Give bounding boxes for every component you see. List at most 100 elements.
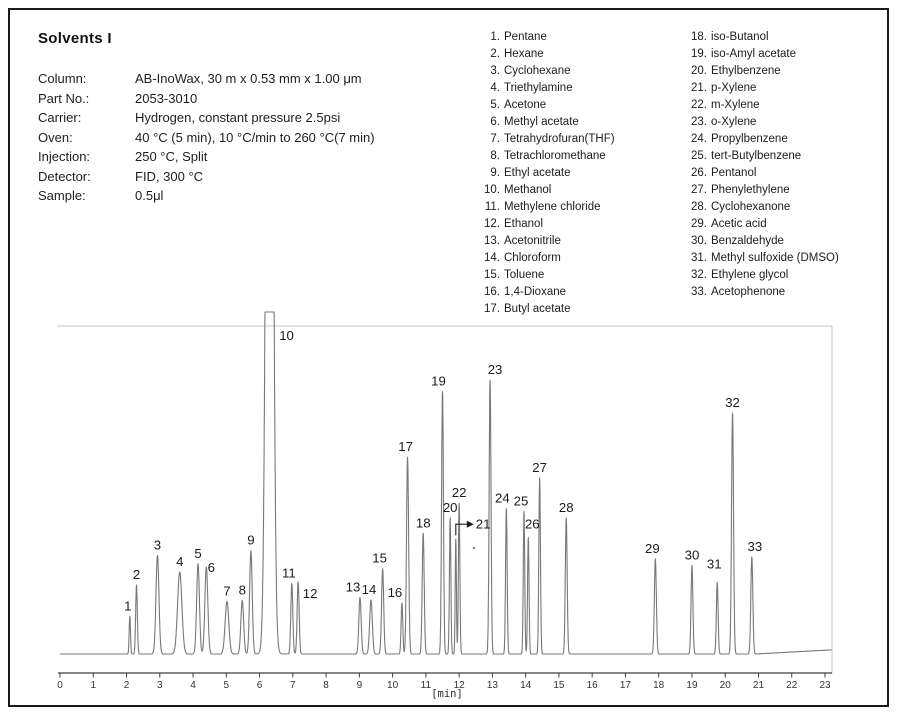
condition-label: Oven: <box>38 129 73 145</box>
peak-number: 23. <box>691 116 707 128</box>
peak-label-23: 23 <box>488 362 503 377</box>
peak-label-30: 30 <box>685 547 700 562</box>
peak-number: 29. <box>691 218 707 230</box>
peak-label-28: 28 <box>559 500 574 515</box>
peak-label-4: 4 <box>176 554 183 569</box>
peak-list-item: 11. Methylene chloride <box>479 199 615 216</box>
condition-row: Part No.: 2053-3010 <box>38 89 375 109</box>
peak-label-11: 11 <box>282 565 296 580</box>
condition-label: Column: <box>38 71 87 86</box>
peak-label-14: 14 <box>362 582 377 597</box>
peak-name: Phenylethylene <box>711 184 790 196</box>
condition-row: Sample: 0.5μl <box>38 186 375 206</box>
peak-number: 8. <box>490 150 500 162</box>
peak-name: Pentanol <box>711 167 757 179</box>
peak-number: 3. <box>490 65 500 77</box>
peak-label-24: 24 <box>495 491 510 506</box>
peak-number: 21. <box>691 82 707 94</box>
peak-list-item: 10. Methanol <box>479 182 615 199</box>
peak-number: 11. <box>484 201 500 213</box>
peak-name: Benzaldehyde <box>711 235 784 247</box>
peak-name: Ethanol <box>504 218 544 230</box>
peak-list-column-2: 18. iso-Butanol 19. iso-Amyl acetate 20.… <box>686 29 839 301</box>
peak-name: Acetic acid <box>711 218 767 230</box>
peak-number: 26. <box>691 167 707 179</box>
peak-list-item: 24. Propylbenzene <box>686 131 839 148</box>
peak-label-arrowhead-21 <box>466 520 474 528</box>
peak-list-item: 28. Cyclohexanone <box>686 199 839 216</box>
peak-name: Tetrahydrofuran(THF) <box>504 133 615 145</box>
condition-value: 250 °C, Split <box>135 149 208 164</box>
peak-list-item: 22. m-Xylene <box>686 97 839 114</box>
analysis-conditions: Column: AB-InoWax, 30 m x 0.53 mm x 1.00… <box>38 69 375 206</box>
peak-name: Chloroform <box>504 252 561 264</box>
peak-list-item: 21. p-Xylene <box>686 80 839 97</box>
condition-row: Column: AB-InoWax, 30 m x 0.53 mm x 1.00… <box>38 69 375 89</box>
peak-list-item: 7. Tetrahydrofuran(THF) <box>479 131 615 148</box>
peak-list-item: 31. Methyl sulfoxide (DMSO) <box>686 250 839 267</box>
peak-number: 17. <box>484 303 500 315</box>
x-axis-tick-label: 12 <box>454 680 466 691</box>
peak-number: 10. <box>484 184 500 196</box>
peak-label-7: 7 <box>223 584 230 599</box>
peak-label-17: 17 <box>398 439 413 454</box>
condition-label: Injection: <box>38 149 91 164</box>
x-axis-tick-label: 0 <box>57 680 63 691</box>
peak-list-item: 14. Chloroform <box>479 250 615 267</box>
peak-name: Methyl acetate <box>504 116 579 128</box>
peak-list-item: 2. Hexane <box>479 46 615 63</box>
peak-label-1: 1 <box>124 598 131 613</box>
peak-list-item: 23. o-Xylene <box>686 114 839 131</box>
peak-label-20: 20 <box>443 500 458 515</box>
x-axis-tick-label: 18 <box>653 680 665 691</box>
peak-number: 6. <box>490 116 500 128</box>
peak-label-27: 27 <box>532 460 547 475</box>
peak-list-item: 6. Methyl acetate <box>479 114 615 131</box>
peak-label-8: 8 <box>239 583 246 598</box>
condition-value: 2053-3010 <box>135 90 198 106</box>
peak-number: 12. <box>484 218 500 230</box>
peak-name: m-Xylene <box>711 99 760 111</box>
peak-number: 5. <box>490 99 500 111</box>
peak-list-item: 1. Pentane <box>479 29 615 46</box>
peak-label-19: 19 <box>431 374 446 389</box>
condition-value: Hydrogen, constant pressure 2.5psi <box>135 110 341 125</box>
x-axis-tick-label: 11 <box>421 680 432 691</box>
x-axis-tick-label: 6 <box>257 680 263 691</box>
x-axis-tick-label: 21 <box>753 680 765 691</box>
chromatogram-trace <box>59 311 833 655</box>
condition-value: FID, 300 °C <box>135 168 204 184</box>
peak-label-31: 31 <box>707 556 722 571</box>
peak-list-item: 19. iso-Amyl acetate <box>686 46 839 63</box>
x-axis-tick-label: 23 <box>819 680 831 691</box>
condition-value: 0.5μl <box>135 188 164 203</box>
peak-name: Ethylene glycol <box>711 269 789 281</box>
peak-label-10: 10 <box>279 328 294 343</box>
peak-number: 33. <box>691 286 707 298</box>
figure-border-frame <box>8 8 889 707</box>
peak-number: 24. <box>691 133 707 145</box>
peak-label-29: 29 <box>645 541 660 556</box>
x-axis-tick-label: 22 <box>786 680 798 691</box>
peak-number: 9. <box>490 167 500 179</box>
peak-name: Ethyl acetate <box>504 167 571 179</box>
figure-title: Solvents I <box>38 30 112 47</box>
peak-number: 2. <box>490 48 500 60</box>
peak-label-2: 2 <box>133 567 140 582</box>
peak-name: tert-Butylbenzene <box>711 150 802 162</box>
peak-list-item: 32. Ethylene glycol <box>686 267 839 284</box>
peak-list-item: 29. Acetic acid <box>686 216 839 233</box>
x-axis-tick-label: 20 <box>720 680 732 691</box>
x-axis-tick-label: 15 <box>553 680 565 691</box>
peak-number: 4. <box>490 82 500 94</box>
peak-name: Methyl sulfoxide (DMSO) <box>711 252 839 264</box>
peak-list-item: 18. iso-Butanol <box>686 29 839 46</box>
peak-name: Cyclohexane <box>504 65 571 77</box>
peak-name: Butyl acetate <box>504 303 571 315</box>
peak-name: Acetonitrile <box>504 235 561 247</box>
x-axis-tick-label: 9 <box>357 680 363 691</box>
peak-number: 16. <box>484 286 500 298</box>
condition-label: Detector: <box>38 168 91 184</box>
peak-name: 1,4-Dioxane <box>504 286 567 298</box>
peak-number: 19. <box>691 48 707 60</box>
